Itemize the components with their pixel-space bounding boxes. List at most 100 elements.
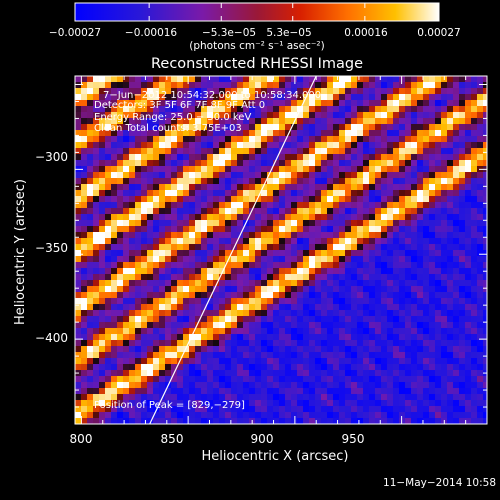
heatmap-cell <box>255 310 261 316</box>
heatmap-cell <box>279 94 285 100</box>
heatmap-cell <box>357 400 363 406</box>
heatmap-cell <box>315 370 321 376</box>
heatmap-cell <box>183 364 189 370</box>
heatmap-cell <box>147 160 153 166</box>
heatmap-cell <box>255 334 261 340</box>
heatmap-cell <box>441 388 447 394</box>
heatmap-cell <box>273 316 279 322</box>
heatmap-cell <box>135 280 141 286</box>
heatmap-cell <box>117 400 123 406</box>
heatmap-cell <box>291 208 297 214</box>
heatmap-cell <box>273 370 279 376</box>
heatmap-cell <box>159 178 165 184</box>
heatmap-cell <box>333 388 339 394</box>
heatmap-cell <box>243 418 249 424</box>
heatmap-cell <box>267 118 273 124</box>
y-axis-ticks <box>75 83 487 425</box>
heatmap-cell <box>297 298 303 304</box>
heatmap-cell <box>405 412 411 418</box>
heatmap-cell <box>195 286 201 292</box>
heatmap-cell <box>369 256 375 262</box>
heatmap-cell <box>279 292 285 298</box>
heatmap-cell <box>393 160 399 166</box>
heatmap-cell <box>381 124 387 130</box>
heatmap-cell <box>303 172 309 178</box>
heatmap-cell <box>237 304 243 310</box>
heatmap-cell <box>417 250 423 256</box>
heatmap-cell <box>189 298 195 304</box>
heatmap-cell <box>141 202 147 208</box>
heatmap-cell <box>117 106 123 112</box>
heatmap-cell <box>381 112 387 118</box>
heatmap-cell <box>333 112 339 118</box>
heatmap-cell <box>417 346 423 352</box>
heatmap-cell <box>369 94 375 100</box>
heatmap-cell <box>249 316 255 322</box>
heatmap-cell <box>189 250 195 256</box>
heatmap-cell <box>123 280 129 286</box>
heatmap-cell <box>117 166 123 172</box>
heatmap-cell <box>327 340 333 346</box>
heatmap-cell <box>381 292 387 298</box>
heatmap-cell <box>363 226 369 232</box>
heatmap-cell <box>231 274 237 280</box>
heatmap-cell <box>111 160 117 166</box>
heatmap-cell <box>471 244 477 250</box>
heatmap-cell <box>183 412 189 418</box>
heatmap-cell <box>87 418 93 424</box>
heatmap-cell <box>207 412 213 418</box>
heatmap-cell <box>387 226 393 232</box>
heatmap-cell <box>441 412 447 418</box>
heatmap-cell <box>267 364 273 370</box>
heatmap-cell <box>333 352 339 358</box>
heatmap-cell <box>141 232 147 238</box>
heatmap-cell <box>87 346 93 352</box>
heatmap-cell <box>471 130 477 136</box>
heatmap-cell <box>333 214 339 220</box>
heatmap-cell <box>153 184 159 190</box>
heatmap-cell <box>249 184 255 190</box>
heatmap-cell <box>183 118 189 124</box>
heatmap-cell <box>315 88 321 94</box>
heatmap-cell <box>375 406 381 412</box>
heatmap-cell <box>435 358 441 364</box>
heatmap-cell <box>333 184 339 190</box>
heatmap-cell <box>105 346 111 352</box>
heatmap-cell <box>75 346 81 352</box>
heatmap-cell <box>249 376 255 382</box>
heatmap-cell <box>357 232 363 238</box>
heatmap-cell <box>387 124 393 130</box>
heatmap-cell <box>195 172 201 178</box>
heatmap-cell <box>339 370 345 376</box>
heatmap-cell <box>321 94 327 100</box>
heatmap-cell <box>111 238 117 244</box>
heatmap-cell <box>141 304 147 310</box>
heatmap-cell <box>207 358 213 364</box>
heatmap-cell <box>423 232 429 238</box>
heatmap-cell <box>129 208 135 214</box>
heatmap-cell <box>357 124 363 130</box>
heatmap-cell <box>165 370 171 376</box>
heatmap-cell <box>171 352 177 358</box>
heatmap-cell <box>477 304 483 310</box>
heatmap-cell <box>429 148 435 154</box>
heatmap-cell <box>393 238 399 244</box>
heatmap-cell <box>165 172 171 178</box>
heatmap-cell <box>285 190 291 196</box>
heatmap-cell <box>483 274 487 280</box>
heatmap-cell <box>153 328 159 334</box>
heatmap-cell <box>357 214 363 220</box>
heatmap-cell <box>357 106 363 112</box>
heatmap-cell <box>321 106 327 112</box>
heatmap-cell <box>279 112 285 118</box>
heatmap-cell <box>411 304 417 310</box>
heatmap-cell <box>231 142 237 148</box>
heatmap-cell <box>345 316 351 322</box>
heatmap-cell <box>345 184 351 190</box>
heatmap-cell <box>423 394 429 400</box>
heatmap-cell <box>207 100 213 106</box>
heatmap-cell <box>243 340 249 346</box>
heatmap-cell <box>321 358 327 364</box>
heatmap-cell <box>189 412 195 418</box>
heatmap-cell <box>243 118 249 124</box>
